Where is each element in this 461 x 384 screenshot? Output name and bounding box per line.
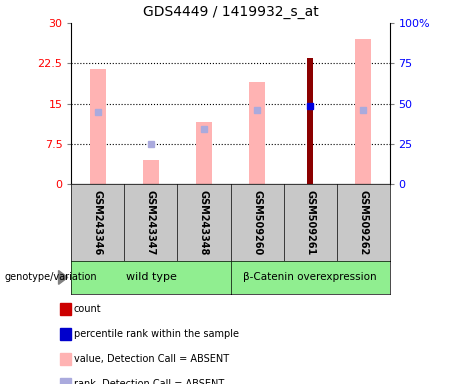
Bar [355, 39, 371, 184]
Text: rank, Detection Call = ABSENT: rank, Detection Call = ABSENT [74, 379, 224, 384]
Bar [196, 122, 212, 184]
Text: value, Detection Call = ABSENT: value, Detection Call = ABSENT [74, 354, 229, 364]
Bar [90, 69, 106, 184]
Text: GSM509262: GSM509262 [358, 190, 368, 256]
Bar [249, 82, 265, 184]
Text: β-Catenin overexpression: β-Catenin overexpression [243, 272, 377, 283]
Text: GSM509261: GSM509261 [305, 190, 315, 256]
Text: GSM509260: GSM509260 [252, 190, 262, 256]
Title: GDS4449 / 1419932_s_at: GDS4449 / 1419932_s_at [142, 5, 319, 19]
Text: count: count [74, 304, 101, 314]
Text: GSM243347: GSM243347 [146, 190, 156, 256]
Text: wild type: wild type [125, 272, 177, 283]
Bar [143, 160, 159, 184]
Text: GSM243346: GSM243346 [93, 190, 103, 256]
Bar [307, 58, 313, 184]
Text: genotype/variation: genotype/variation [5, 272, 97, 283]
Text: percentile rank within the sample: percentile rank within the sample [74, 329, 239, 339]
Text: GSM243348: GSM243348 [199, 190, 209, 256]
